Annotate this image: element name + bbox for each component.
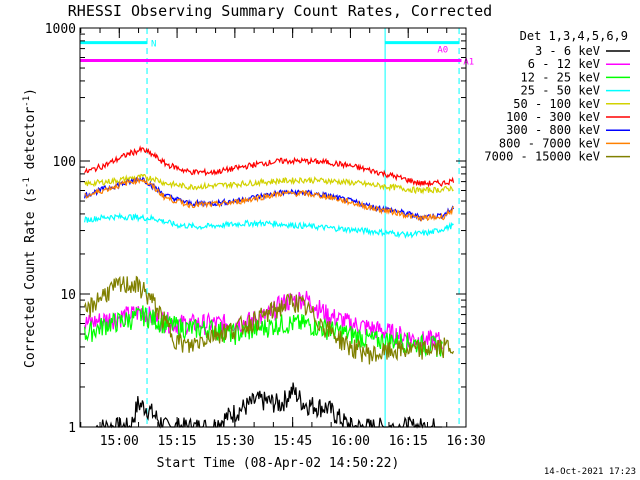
legend-entry-label: 7000 - 15000 keV	[484, 150, 600, 164]
attenuator-bar-label: A0	[437, 45, 448, 55]
legend-entry-label: 100 - 300 keV	[506, 110, 600, 124]
y-tick-label: 1000	[45, 22, 76, 37]
series-line	[84, 173, 454, 195]
series-line	[84, 176, 455, 222]
y-axis-label-main: Corrected Count Rate (s	[23, 188, 38, 368]
legend-title: Det 1,3,4,5,6,9	[520, 29, 628, 43]
legend-entry-label: 6 - 12 keV	[528, 57, 600, 71]
x-axis-label: Start Time (08-Apr-02 14:50:22)	[157, 456, 400, 471]
x-tick-label: 15:30	[215, 434, 254, 449]
timestamp: 14-Oct-2021 17:23	[544, 467, 636, 477]
legend-entry-label: 800 - 7000 keV	[499, 136, 600, 150]
y-tick-label: 10	[60, 288, 76, 303]
x-axis: 15:00 15:15 15:30 15:45 16:00 16:15 16:30	[80, 28, 486, 449]
x-tick-label: 16:30	[446, 434, 485, 449]
x-tick-label: 15:45	[273, 434, 312, 449]
chart-title: RHESSI Observing Summary Count Rates, Co…	[68, 2, 492, 20]
x-tick-label: 15:00	[100, 434, 139, 449]
y-axis: 1 10 100 1000	[45, 22, 466, 436]
series-line	[84, 275, 455, 365]
attenuator-bar-label: A1	[463, 57, 474, 67]
series-line	[84, 212, 454, 239]
x-tick-label: 16:15	[389, 434, 428, 449]
series-line	[84, 145, 455, 189]
y-axis-label: Corrected Count Rate (s-1 detector-1)	[22, 88, 38, 368]
legend-entry-label: 300 - 800 keV	[506, 123, 600, 137]
y-axis-label-end: )	[23, 88, 38, 96]
y-tick-label: 100	[53, 155, 76, 170]
legend-entry-label: 3 - 6 keV	[535, 44, 600, 58]
legend-entry-label: 25 - 50 keV	[521, 84, 600, 98]
night-bar-label: N	[151, 40, 156, 50]
y-axis-label-mid: detector	[23, 107, 38, 178]
y-axis-label-sup1: -1	[22, 177, 32, 188]
y-tick-label: 1	[68, 421, 76, 436]
series-line	[84, 176, 454, 222]
x-tick-label: 16:00	[331, 434, 370, 449]
plot-area: N A0 A1	[79, 28, 474, 429]
x-tick-label: 15:15	[158, 434, 197, 449]
y-axis-label-sup2: -1	[22, 96, 32, 107]
series-line	[95, 382, 442, 429]
plot-frame	[79, 27, 467, 428]
legend-entry-label: 12 - 25 keV	[521, 70, 600, 84]
series-line	[84, 305, 443, 358]
legend-entry-label: 50 - 100 keV	[513, 97, 600, 111]
